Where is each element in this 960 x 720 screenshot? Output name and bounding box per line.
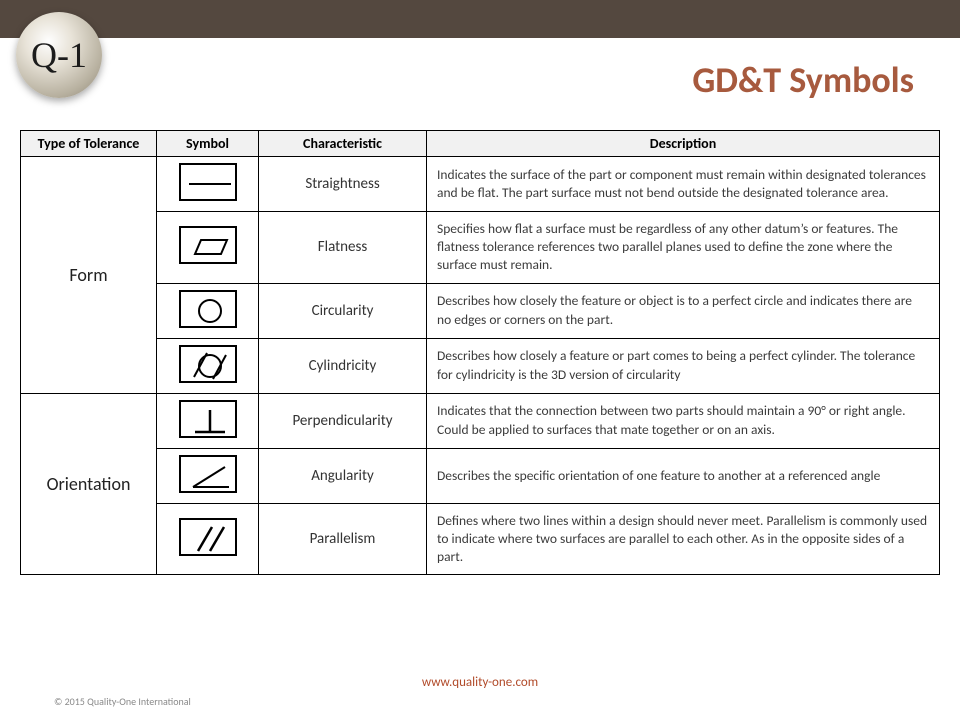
- straightness-icon: [179, 163, 237, 201]
- characteristic-cell: Parallelism: [259, 503, 427, 575]
- gdt-table: Type of Tolerance Symbol Characteristic …: [20, 130, 940, 575]
- cylindricity-icon: [179, 345, 237, 383]
- col-type: Type of Tolerance: [21, 131, 157, 157]
- circularity-symbol-cell: [157, 283, 259, 338]
- description-cell: Indicates the surface of the part or com…: [427, 157, 940, 212]
- parallelism-symbol-cell: [157, 503, 259, 575]
- col-symbol: Symbol: [157, 131, 259, 157]
- page-title: GD&T Symbols: [692, 58, 914, 102]
- table-row: CylindricityDescribes how closely a feat…: [21, 338, 940, 393]
- description-cell: Describes the specific orientation of on…: [427, 448, 940, 503]
- description-cell: Defines where two lines within a design …: [427, 503, 940, 575]
- logo-text: Q-1: [31, 34, 87, 76]
- table-row: ParallelismDefines where two lines withi…: [21, 503, 940, 575]
- table-row: FormStraightnessIndicates the surface of…: [21, 157, 940, 212]
- table-row: AngularityDescribes the specific orienta…: [21, 448, 940, 503]
- characteristic-cell: Perpendicularity: [259, 393, 427, 448]
- characteristic-cell: Angularity: [259, 448, 427, 503]
- group-cell: Orientation: [21, 393, 157, 575]
- table-row: FlatnessSpecifies how flat a surface mus…: [21, 212, 940, 284]
- table-row: OrientationPerpendicularityIndicates tha…: [21, 393, 940, 448]
- description-cell: Describes how closely a feature or part …: [427, 338, 940, 393]
- flatness-symbol-cell: [157, 212, 259, 284]
- characteristic-cell: Flatness: [259, 212, 427, 284]
- col-desc: Description: [427, 131, 940, 157]
- characteristic-cell: Circularity: [259, 283, 427, 338]
- table-container: Type of Tolerance Symbol Characteristic …: [20, 130, 940, 575]
- parallelism-icon: [179, 518, 237, 556]
- table-row: CircularityDescribes how closely the fea…: [21, 283, 940, 338]
- characteristic-cell: Cylindricity: [259, 338, 427, 393]
- perpendicularity-icon: [179, 400, 237, 438]
- cylindricity-symbol-cell: [157, 338, 259, 393]
- logo-badge: Q-1: [16, 12, 102, 98]
- footer-url: www.quality-one.com: [0, 675, 960, 690]
- col-char: Characteristic: [259, 131, 427, 157]
- straightness-symbol-cell: [157, 157, 259, 212]
- perpendicularity-symbol-cell: [157, 393, 259, 448]
- description-cell: Indicates that the connection between tw…: [427, 393, 940, 448]
- angularity-symbol-cell: [157, 448, 259, 503]
- description-cell: Describes how closely the feature or obj…: [427, 283, 940, 338]
- circularity-icon: [179, 290, 237, 328]
- group-cell: Form: [21, 157, 157, 394]
- top-bar: [0, 0, 960, 38]
- flatness-icon: [179, 226, 237, 264]
- table-header-row: Type of Tolerance Symbol Characteristic …: [21, 131, 940, 157]
- description-cell: Specifies how flat a surface must be reg…: [427, 212, 940, 284]
- characteristic-cell: Straightness: [259, 157, 427, 212]
- angularity-icon: [179, 455, 237, 493]
- copyright: © 2015 Quality-One International: [54, 695, 191, 708]
